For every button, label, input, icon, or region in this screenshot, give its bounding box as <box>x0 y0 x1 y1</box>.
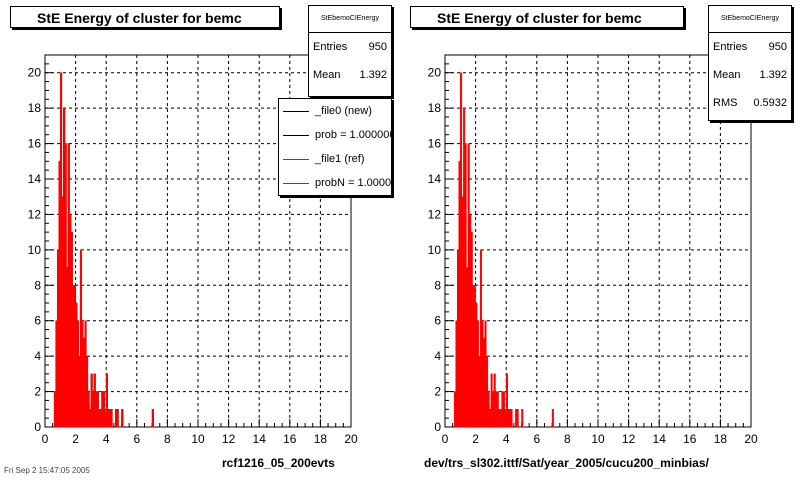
left-x-tick-label: 16 <box>283 432 297 446</box>
left-x-tick-label: 8 <box>164 432 171 446</box>
left-histogram-bar <box>110 409 113 428</box>
legend-line-new <box>283 134 309 136</box>
right-x-tick-label: 8 <box>564 432 571 446</box>
right-histogram-bar <box>510 409 513 428</box>
left-stats-box: StEbemoCIEnergy Entries 950 Mean 1.392 <box>308 5 392 97</box>
left-y-tick-label: 12 <box>28 207 42 221</box>
right-stats-name: StEbemoCIEnergy <box>709 6 791 33</box>
right-y-tick-label: 12 <box>428 207 442 221</box>
left-title-text: StE Energy of cluster for bemc <box>37 10 242 26</box>
legend-line-new <box>283 110 309 112</box>
left-stats-name: StEbemoCIEnergy <box>309 6 391 33</box>
right-y-tick-label: 8 <box>434 278 441 292</box>
left-x-tick-label: 4 <box>103 432 110 446</box>
left-x-tick-label: 12 <box>222 432 236 446</box>
right-y-tick-label: 20 <box>428 66 442 80</box>
timestamp: Fri Sep 2 15:47:05 2005 <box>4 466 90 475</box>
left-x-tick-label: 2 <box>72 432 79 446</box>
left-x-tick-label: 20 <box>344 432 358 446</box>
right-stats-row-entries: Entries 950 <box>713 41 787 53</box>
legend-line-ref <box>283 182 309 184</box>
right-x-tick-label: 14 <box>653 432 667 446</box>
right-x-tick-label: 10 <box>591 432 605 446</box>
left-x-tick-label: 6 <box>133 432 140 446</box>
left-stats-row-mean: Mean 1.392 <box>313 69 387 81</box>
left-x-tick-label: 0 <box>42 432 49 446</box>
right-y-tick-label: 4 <box>434 349 441 363</box>
right-x-tick-label: 16 <box>683 432 697 446</box>
right-x-tick-label: 12 <box>622 432 636 446</box>
right-histogram-bar <box>505 373 508 428</box>
legend-item-file0: _file0 (new) <box>279 99 391 123</box>
right-y-tick-label: 2 <box>434 385 441 399</box>
left-histogram-bar <box>116 409 119 428</box>
legend-item-prob: prob = 1.000000 <box>279 123 391 147</box>
right-y-tick-label: 18 <box>428 101 442 115</box>
left-y-tick-label: 6 <box>34 314 41 328</box>
left-y-tick-label: 14 <box>28 172 42 186</box>
right-title-text: StE Energy of cluster for bemc <box>437 10 642 26</box>
left-y-tick-label: 20 <box>28 66 42 80</box>
left-stats-row-entries: Entries 950 <box>313 41 387 53</box>
right-histogram-bar <box>551 409 554 428</box>
left-histogram-bar <box>121 409 124 428</box>
legend-item-file1: _file1 (ref) <box>279 147 391 171</box>
right-y-tick-label: 16 <box>428 137 442 151</box>
right-y-tick-label: 0 <box>434 420 441 434</box>
left-y-tick-label: 0 <box>34 420 41 434</box>
right-stats-row-rms: RMS 0.5932 <box>713 97 787 109</box>
left-histogram-bar <box>151 409 154 428</box>
left-y-tick-label: 8 <box>34 278 41 292</box>
right-stats-box: StEbemoCIEnergy Entries 950 Mean 1.392 R… <box>708 5 792 121</box>
left-y-tick-label: 10 <box>28 243 42 257</box>
right-x-tick-label: 0 <box>442 432 449 446</box>
right-x-tick-label: 4 <box>503 432 510 446</box>
legend-item-probn: probN = 1.000000 <box>279 171 391 195</box>
left-y-tick-label: 18 <box>28 101 42 115</box>
left-histogram-title: StE Energy of cluster for bemc <box>10 6 280 28</box>
comparison-legend: _file0 (new) prob = 1.000000 _file1 (ref… <box>278 98 392 196</box>
left-x-tick-label: 10 <box>191 432 205 446</box>
right-histogram-title: StE Energy of cluster for bemc <box>410 6 684 28</box>
right-x-tick-label: 20 <box>744 432 758 446</box>
legend-line-ref <box>283 158 309 160</box>
left-footer-label: rcf1216_05_200evts <box>222 456 335 470</box>
right-x-tick-label: 18 <box>714 432 728 446</box>
right-y-tick-label: 10 <box>428 243 442 257</box>
right-histogram-bar <box>521 409 524 428</box>
right-y-tick-label: 14 <box>428 172 442 186</box>
right-footer-label: dev/trs_sl302.ittf/Sat/year_2005/cucu200… <box>424 456 709 470</box>
left-y-tick-label: 16 <box>28 137 42 151</box>
right-x-tick-label: 2 <box>472 432 479 446</box>
right-x-tick-label: 6 <box>533 432 540 446</box>
right-y-tick-label: 6 <box>434 314 441 328</box>
left-x-tick-label: 18 <box>314 432 328 446</box>
left-y-tick-label: 4 <box>34 349 41 363</box>
left-histogram-bar <box>105 373 108 428</box>
right-stats-row-mean: Mean 1.392 <box>713 69 787 81</box>
right-histogram-bar <box>516 409 519 428</box>
left-x-tick-label: 14 <box>253 432 267 446</box>
left-y-tick-label: 2 <box>34 385 41 399</box>
